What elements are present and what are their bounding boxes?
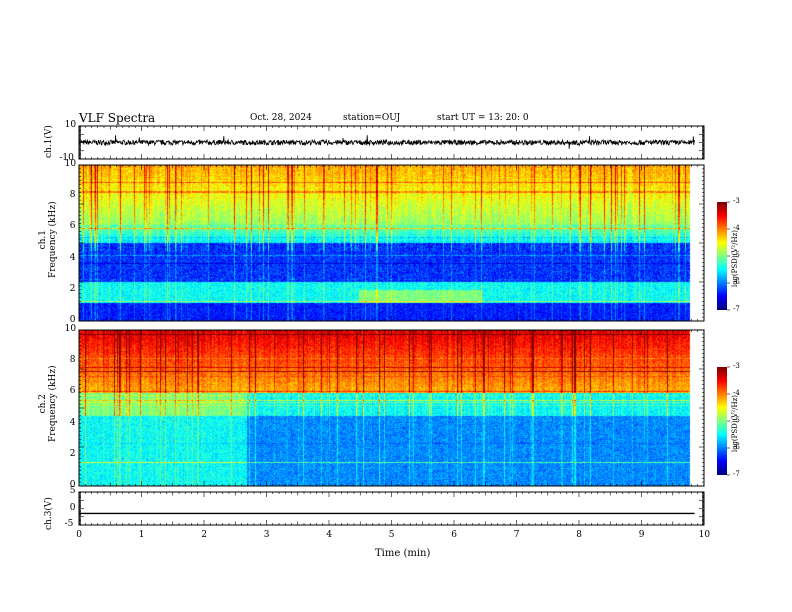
x-tick-label: 6	[451, 530, 458, 540]
panel-frame	[78, 329, 705, 487]
colorbar-tick-label: -3	[733, 362, 740, 370]
date-label: Oct. 28, 2024	[250, 113, 312, 123]
ch1-label: ch.1	[38, 229, 48, 250]
ch1-spectrogram	[79, 165, 699, 321]
x-tick-label: 5	[388, 530, 395, 540]
y-tick-label: 8	[69, 355, 76, 366]
ch2-frequency-label: Frequency (kHz)	[48, 365, 58, 442]
colorbar-tick-label: -4	[733, 224, 740, 232]
y-tick-label: 4	[69, 417, 76, 428]
y-tick-label: 2	[69, 448, 76, 459]
colorbar-tick-label: -6	[733, 443, 740, 451]
y-tick-label: 10	[64, 120, 77, 130]
x-tick-label: 3	[263, 530, 270, 540]
y-tick-label: 0	[69, 502, 76, 513]
y-tick-label: 4	[69, 252, 76, 263]
x-tick-label: 0	[76, 530, 83, 540]
x-tick-label: 9	[638, 530, 645, 540]
colorbar-tick-label: -5	[733, 416, 740, 424]
x-tick-label: 8	[576, 530, 583, 540]
x-tick-label: 2	[201, 530, 208, 540]
y-tick-label: 0	[69, 315, 76, 325]
y-tick-label: 0	[69, 480, 76, 490]
y-tick-label: 6	[69, 221, 76, 232]
ch1-colorbar	[717, 202, 727, 310]
ch2-colorbar	[717, 367, 727, 475]
ch2-spectrogram-ylabel: ch.2 Frequency (kHz)	[38, 365, 58, 442]
y-tick-label: 2	[69, 283, 76, 294]
ch2-label: ch.2	[38, 393, 48, 414]
x-tick-label: 1	[138, 530, 145, 540]
colorbar-tick-label: -4	[733, 389, 740, 397]
y-tick-label: -5	[64, 519, 74, 529]
x-tick-label: 4	[326, 530, 333, 540]
y-tick-label: 8	[69, 190, 76, 201]
y-tick-label: 6	[69, 386, 76, 397]
y-tick-label: -10	[59, 153, 74, 163]
y-tick-label: 10	[64, 324, 77, 334]
station-label: station=OUJ	[343, 113, 401, 123]
x-tick-label: 10	[698, 530, 711, 540]
ch1-frequency-label: Frequency (kHz)	[48, 201, 58, 278]
figure-title: VLF Spectra	[79, 111, 156, 125]
colorbar-tick-label: -6	[733, 278, 740, 286]
colorbar-tick-label: -5	[733, 251, 740, 259]
y-tick-label: 5	[69, 486, 76, 496]
x-tick-label: 7	[513, 530, 520, 540]
colorbar-tick-label: -7	[733, 305, 740, 313]
start-time-label: start UT = 13: 20: 0	[437, 113, 529, 123]
y-tick-label: 10	[64, 159, 77, 169]
ch3-waveform-ylabel: ch.3(V)	[44, 497, 54, 530]
colorbar-tick-label: -7	[733, 470, 740, 478]
ch2-spectrogram	[79, 330, 699, 486]
colorbar-tick-label: -3	[733, 197, 740, 205]
ch1-spectrogram-ylabel: ch.1 Frequency (kHz)	[38, 201, 58, 278]
panel-frame	[78, 164, 705, 322]
x-axis-label: Time (min)	[375, 548, 431, 559]
ch1-trace	[78, 135, 695, 149]
ch1-waveform-ylabel: ch.1(V)	[44, 125, 54, 158]
